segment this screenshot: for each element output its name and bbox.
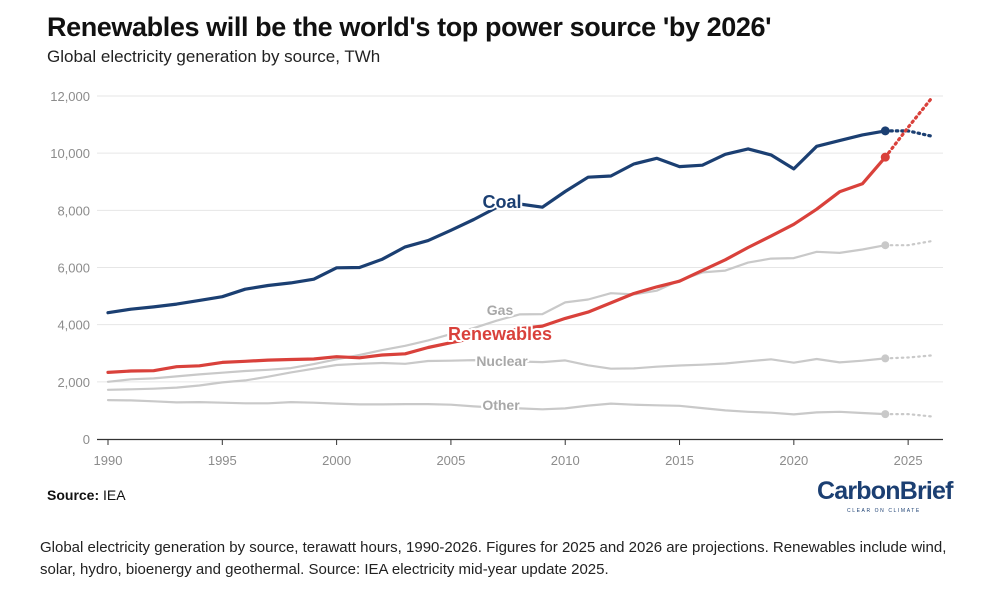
y-tick-label: 2,000 xyxy=(57,375,90,390)
y-tick-label: 12,000 xyxy=(50,89,90,104)
chart-subtitle: Global electricity generation by source,… xyxy=(47,47,381,66)
y-tick-label: 8,000 xyxy=(57,203,90,218)
renewables-series-label: Renewables xyxy=(448,324,552,344)
y-tick-label: 0 xyxy=(83,432,90,447)
nuclear-projection-line xyxy=(884,354,933,360)
x-tick-label: 2025 xyxy=(894,453,923,468)
coal-projection-line xyxy=(883,129,933,138)
x-tick-label: 2010 xyxy=(551,453,580,468)
x-tick-label: 2005 xyxy=(436,453,465,468)
coal-series-line xyxy=(106,129,887,315)
other-2024-marker xyxy=(881,410,890,419)
renewables-projection-line xyxy=(883,97,933,159)
nuclear-series-label: Nuclear xyxy=(476,353,528,369)
x-tick-label: 2015 xyxy=(665,453,694,468)
y-tick-label: 4,000 xyxy=(57,318,90,333)
logo-tagline: CLEAR ON CLIMATE xyxy=(847,508,921,514)
x-axis: 1990 1995 2000 2005 2010 2015 2020 2025 xyxy=(94,438,943,468)
other-projection-line xyxy=(884,413,933,418)
carbonbrief-logo: CarbonBrief CLEAR ON CLIMATE xyxy=(817,477,953,517)
source-label: Source: xyxy=(47,487,100,503)
y-tick-label: 6,000 xyxy=(57,261,90,276)
gas-series-line xyxy=(106,244,887,383)
x-tick-label: 1990 xyxy=(94,453,123,468)
other-series-label: Other xyxy=(482,397,520,413)
renewables-series-line xyxy=(106,155,887,374)
logo-wordmark: CarbonBrief xyxy=(817,477,953,505)
nuclear-2024-marker xyxy=(881,354,890,363)
other-series-line xyxy=(106,399,887,416)
y-axis-tick-labels: 0 2,000 4,000 6,000 8,000 10,000 12,000 xyxy=(50,89,90,447)
x-tick-label: 2020 xyxy=(779,453,808,468)
figure-caption: Global electricity generation by source,… xyxy=(40,539,947,578)
renewables-2024-marker xyxy=(880,152,890,162)
nuclear-series-line xyxy=(106,357,887,391)
gas-projection-line xyxy=(884,240,933,247)
gas-series-label: Gas xyxy=(487,302,514,318)
source-note: Source: IEA xyxy=(47,487,126,503)
coal-series-label: Coal xyxy=(482,192,521,212)
gas-2024-marker xyxy=(881,241,890,250)
x-tick-label: 2000 xyxy=(322,453,351,468)
x-tick-label: 1995 xyxy=(208,453,237,468)
gridlines xyxy=(97,95,943,383)
series-lines xyxy=(106,97,933,419)
y-tick-label: 10,000 xyxy=(50,146,90,161)
chart-title: Renewables will be the world's top power… xyxy=(47,12,772,42)
coal-2024-marker xyxy=(880,126,890,136)
series-labels: Coal Renewables Gas Nuclear Other xyxy=(446,190,554,415)
source-value: IEA xyxy=(103,487,126,503)
